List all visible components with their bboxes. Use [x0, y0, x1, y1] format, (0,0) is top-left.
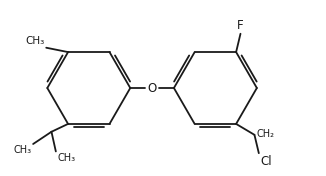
- Text: CH₃: CH₃: [25, 36, 44, 46]
- Text: CH₂: CH₂: [256, 128, 274, 139]
- Text: O: O: [147, 81, 157, 95]
- Text: Cl: Cl: [260, 155, 272, 168]
- Text: CH₃: CH₃: [57, 153, 75, 163]
- Text: CH₃: CH₃: [14, 145, 32, 155]
- Text: F: F: [237, 19, 244, 32]
